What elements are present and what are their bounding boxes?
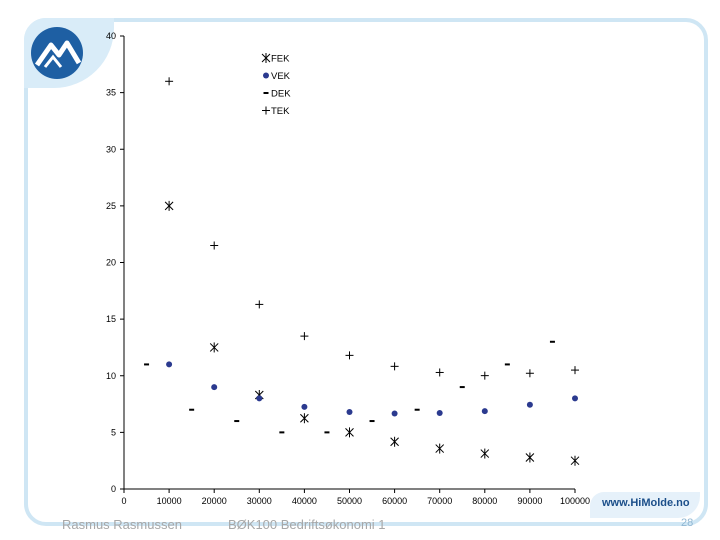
fek-point [345,427,354,438]
vek-point [526,401,533,408]
y-tick-label: 10 [106,371,116,381]
vek-point [391,410,398,417]
x-tick-label: 60000 [382,496,407,506]
tek-point [255,300,264,309]
tek-point [435,368,444,377]
fek-point [300,413,309,424]
legend-label-dek: DEK [271,89,291,100]
brand-badge[interactable]: www.HiMolde.no [590,492,700,518]
tek-point [345,351,354,360]
legend-item-dek: DEK [263,89,291,100]
y-tick-label: 0 [111,484,116,494]
y-tick-label: 5 [111,427,116,437]
vek-point [436,410,443,417]
legend-item-fek: FEK [261,53,290,65]
tek-point [571,366,579,375]
slide-frame [24,18,708,526]
vek-point [572,395,578,402]
chart-legend: FEK VEK DEK TEK [261,53,291,117]
legend-label-fek: FEK [271,54,290,65]
y-tick-label: 35 [106,88,116,98]
y-tick-label: 30 [106,144,116,154]
y-tick-label: 40 [106,31,116,41]
vek-point [211,384,218,391]
legend-marker-tek [262,106,270,115]
vek-point [346,408,353,415]
x-tick-label: 0 [121,496,126,506]
x-tick-label: 10000 [157,496,182,506]
course-title: BØK100 Bedriftsøkonomi 1 [228,517,386,532]
tek-point [300,332,309,341]
x-tick-label: 70000 [427,496,452,506]
author-name: Rasmus Rasmussen [62,517,182,532]
x-tick-label: 20000 [202,496,227,506]
vek-point [301,403,308,410]
legend-marker-vek [263,72,269,79]
tek-point [390,362,399,371]
vek-point [256,395,263,402]
y-tick-label: 25 [106,201,116,211]
legend-item-vek: VEK [263,71,291,82]
x-tick-label: 100000 [560,496,590,506]
x-tick-label: 80000 [472,496,497,506]
chart-axes: 0 5 10 15 20 25 30 35 40 0 10000 20000 30000 40000 500… [106,31,590,506]
fek-point [435,443,445,454]
tek-point [165,77,174,86]
legend-label-vek: VEK [271,71,291,82]
y-tick-label: 15 [106,314,116,324]
tek-point [210,241,219,250]
page-number: 28 [681,517,694,529]
legend-item-tek: TEK [262,106,290,117]
legend-marker-fek [261,53,271,63]
y-tick-label: 20 [106,258,116,268]
tek-point [480,371,489,380]
vek-point [481,408,488,415]
x-tick-label: 40000 [292,496,317,506]
vek-point [166,361,173,368]
x-tick-label: 30000 [247,496,272,506]
x-tick-label: 90000 [517,496,542,506]
chart-marks [144,77,580,466]
fek-point [480,448,490,459]
fek-point [390,436,399,447]
x-tick-label: 50000 [337,496,362,506]
fek-point [570,455,580,466]
brand-url: www.HiMolde.no [602,497,690,509]
fek-point [209,342,219,353]
fek-point [525,452,535,463]
legend-label-tek: TEK [271,106,290,117]
tek-point [525,369,534,378]
himolde-logo-icon [31,27,83,79]
fek-point [164,200,174,211]
